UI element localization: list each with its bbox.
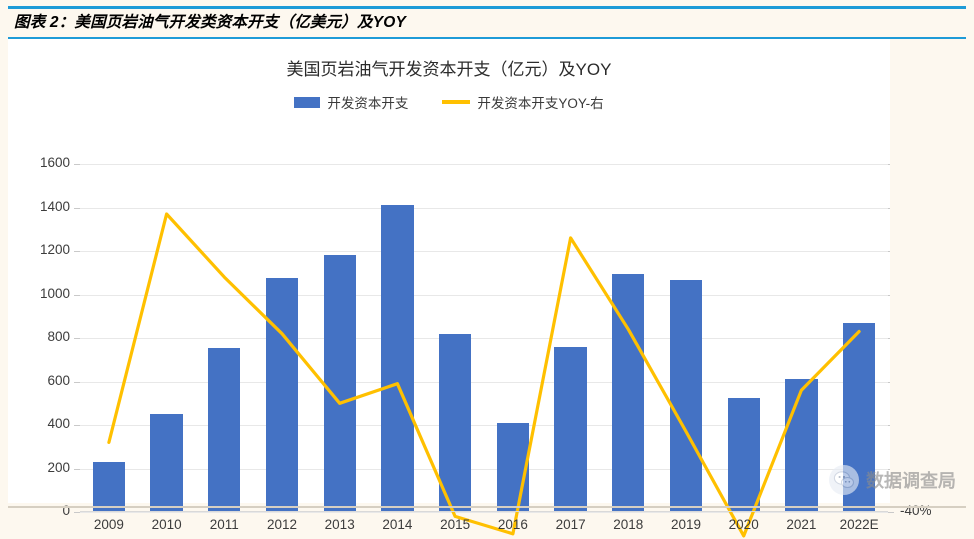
y-axis-left-tick-label: 400 [47, 416, 70, 431]
x-axis-tick-label: 2018 [613, 517, 644, 532]
x-axis-tick-label: 2015 [440, 517, 471, 532]
legend-swatch-line-icon [442, 100, 471, 104]
x-axis-tick-label: 2021 [786, 517, 817, 532]
y-axis-left-tickmark [74, 381, 80, 383]
chart-title: 美国页岩油气开发资本开支（亿元）及YOY [286, 60, 612, 79]
legend-swatch-bar-icon [294, 96, 321, 108]
x-axis-tick-label: 2012 [266, 517, 298, 532]
plot-area [80, 164, 888, 538]
line-path[interactable] [107, 212, 861, 538]
y-axis-left-tickmark [74, 512, 80, 513]
y-axis-left-tickmark [74, 425, 80, 426]
x-axis-tick-label: 2022E [839, 517, 879, 532]
y-axis-left-tickmark [74, 338, 80, 339]
y-axis-left-tick-label: 1600 [39, 155, 70, 170]
bar[interactable] [727, 397, 760, 512]
y-axis-left-tick-label: 200 [47, 459, 70, 475]
exhibit-top-rule [8, 6, 966, 9]
legend-item-bar[interactable]: 开发资本开支 [294, 92, 408, 112]
gridline [80, 294, 888, 296]
legend-item-line[interactable]: 开发资本开支YOY-右 [442, 92, 604, 112]
bar[interactable] [381, 205, 414, 512]
legend-label-line: 开发资本开支YOY-右 [477, 96, 604, 111]
exhibit-title: 图表 2：美国页岩油气开发类资本开支（亿美元）及YOY [14, 14, 407, 31]
bar[interactable] [323, 255, 356, 512]
card-right-margin [890, 39, 966, 503]
wechat-icon [829, 465, 859, 495]
legend-label-bar: 开发资本开支 [327, 96, 409, 111]
exhibit-header-underline [8, 37, 966, 39]
y-axis-left-tickmark [74, 294, 80, 296]
bar[interactable] [669, 280, 703, 512]
y-axis-left-tick-label: 800 [47, 329, 70, 344]
y-axis-left-tick-label: 1000 [39, 285, 70, 301]
gridline [80, 381, 888, 383]
x-axis-labels: 2009 2010 2011 2012 2013 2014 2015 2016 2017 2018… [80, 517, 888, 539]
gridline [80, 251, 888, 252]
x-axis-tick-label: 2019 [670, 517, 702, 532]
gridline [80, 207, 888, 209]
bar[interactable] [496, 422, 529, 512]
bar[interactable] [439, 333, 472, 512]
gridline [80, 468, 888, 470]
watermark: 数据调查局 [829, 465, 956, 495]
y-axis-left-tickmark [74, 164, 80, 165]
bar[interactable] [92, 462, 125, 512]
gridline [80, 425, 888, 426]
chart-card: 美国页岩油气开发资本开支（亿元）及YOY 开发资本开支 开发资本开支YOY-右 … [8, 39, 966, 538]
bar[interactable] [785, 379, 818, 512]
x-axis-tick-label: 2013 [324, 517, 355, 532]
x-axis-tick-label: 2017 [555, 517, 586, 532]
bar[interactable] [208, 347, 241, 512]
x-axis-line [80, 511, 888, 512]
y-axis-right-tickmark [888, 512, 894, 513]
y-axis-left-tickmark [74, 207, 80, 209]
bar[interactable] [150, 414, 183, 512]
screenshot-root: 图表 2：美国页岩油气开发类资本开支（亿美元）及YOY 美国页岩油气开发资本开支… [8, 6, 966, 538]
y-axis-left-tick-label: 1200 [39, 242, 70, 257]
gridline [80, 512, 888, 513]
x-axis-tick-label: 2010 [151, 517, 182, 532]
chart-legend: 开发资本开支 开发资本开支YOY-右 [8, 92, 890, 112]
gridline [80, 338, 888, 339]
y-axis-left-tickmark [74, 251, 80, 252]
x-axis-tick-label: 2016 [497, 517, 528, 532]
y-axis-left-tick-label: 1400 [39, 198, 70, 214]
bar[interactable] [554, 346, 587, 512]
x-axis-tick-label: 2020 [728, 517, 759, 532]
bar[interactable] [265, 278, 299, 512]
x-axis-tick-label: 2011 [209, 517, 239, 532]
x-axis-tick-label: 2009 [93, 517, 124, 532]
exhibit-bottom-rule [8, 506, 966, 508]
watermark-text: 数据调查局 [866, 471, 956, 491]
gridline [80, 164, 888, 165]
x-axis-tick-label: 2014 [382, 517, 413, 532]
y-axis-left-tick-label: 600 [47, 372, 70, 388]
line-series [107, 212, 861, 538]
y-axis-left-tickmark [74, 468, 80, 470]
